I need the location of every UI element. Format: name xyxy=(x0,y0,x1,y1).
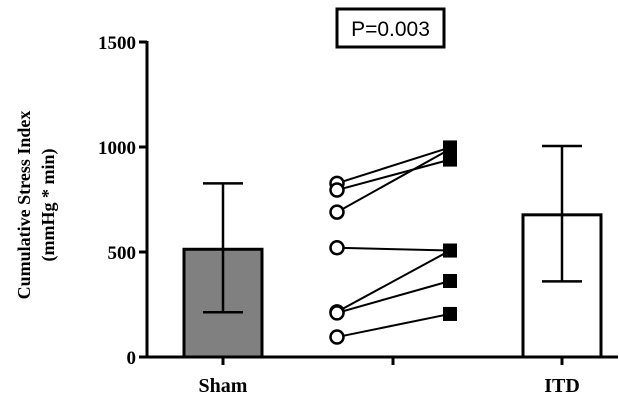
pair-line xyxy=(336,158,451,192)
sham-point xyxy=(329,182,345,198)
itd-point xyxy=(443,306,457,321)
sham-point xyxy=(329,240,345,256)
pair-line xyxy=(336,312,451,339)
p-value-text: P=0.003 xyxy=(351,18,430,41)
pair-line xyxy=(336,249,451,313)
pair-line xyxy=(336,246,451,252)
bars xyxy=(182,213,603,359)
y-tick-label: 500 xyxy=(108,243,137,264)
pair-line xyxy=(336,280,451,314)
error-bars xyxy=(203,144,582,314)
paired-points xyxy=(329,140,457,345)
y-axis-label: Cumulative Stress Index (mmHg * min) xyxy=(14,111,59,300)
x-tick-label: Sham xyxy=(199,375,248,397)
pair-line xyxy=(336,148,451,213)
y-tick-label: 1500 xyxy=(98,33,136,54)
pair-line xyxy=(336,146,451,185)
itd-point xyxy=(443,273,457,288)
y-tick-label: 0 xyxy=(127,348,137,369)
sham-point xyxy=(329,204,345,220)
itd-point xyxy=(443,142,457,157)
x-tick-label: ITD xyxy=(544,375,580,397)
y-axis-label-line: Cumulative Stress Index xyxy=(14,111,34,300)
y-axis-label-line: (mmHg * min) xyxy=(38,149,59,262)
sham-point xyxy=(329,305,345,321)
p-value-annotation: P=0.003 xyxy=(335,7,446,49)
sham-point xyxy=(329,329,345,345)
y-tick-label: 1000 xyxy=(98,138,136,159)
p-value-box xyxy=(335,7,446,49)
itd-point xyxy=(443,243,457,258)
